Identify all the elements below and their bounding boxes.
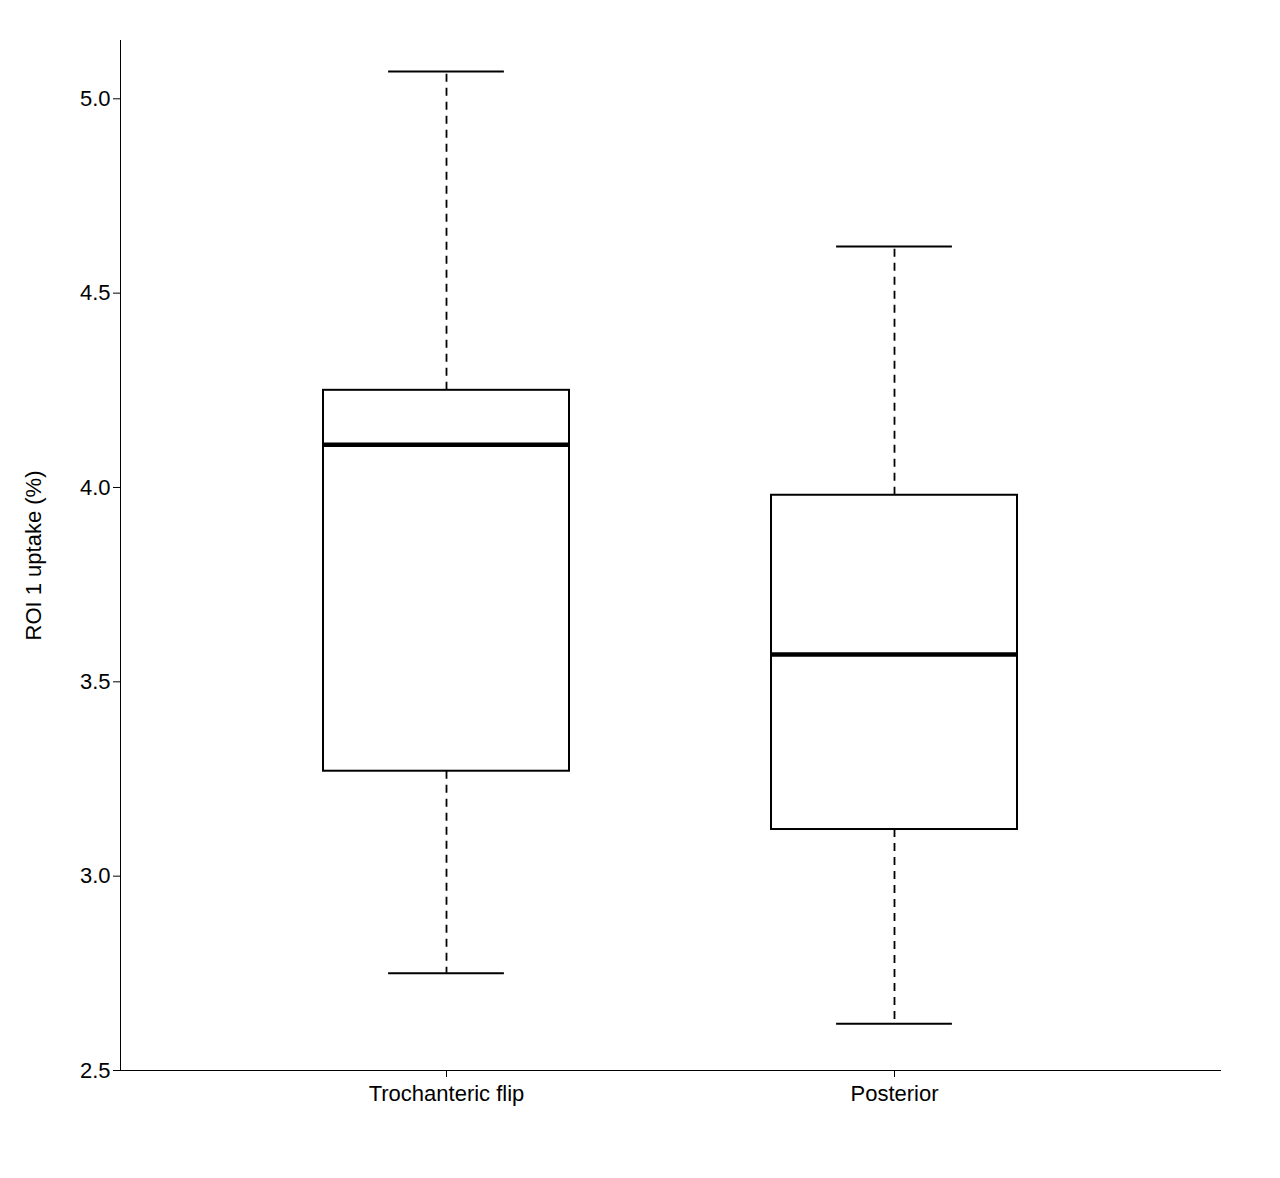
svg-text:ROI 1 uptake (%): ROI 1 uptake (%) [21,471,46,641]
svg-text:3.0: 3.0 [80,863,111,888]
svg-text:Posterior: Posterior [850,1081,938,1106]
svg-text:Trochanteric flip: Trochanteric flip [369,1081,525,1106]
svg-text:4.5: 4.5 [80,280,111,305]
svg-text:4.0: 4.0 [80,475,111,500]
svg-text:2.5: 2.5 [80,1058,111,1083]
svg-text:5.0: 5.0 [80,86,111,111]
svg-text:3.5: 3.5 [80,669,111,694]
